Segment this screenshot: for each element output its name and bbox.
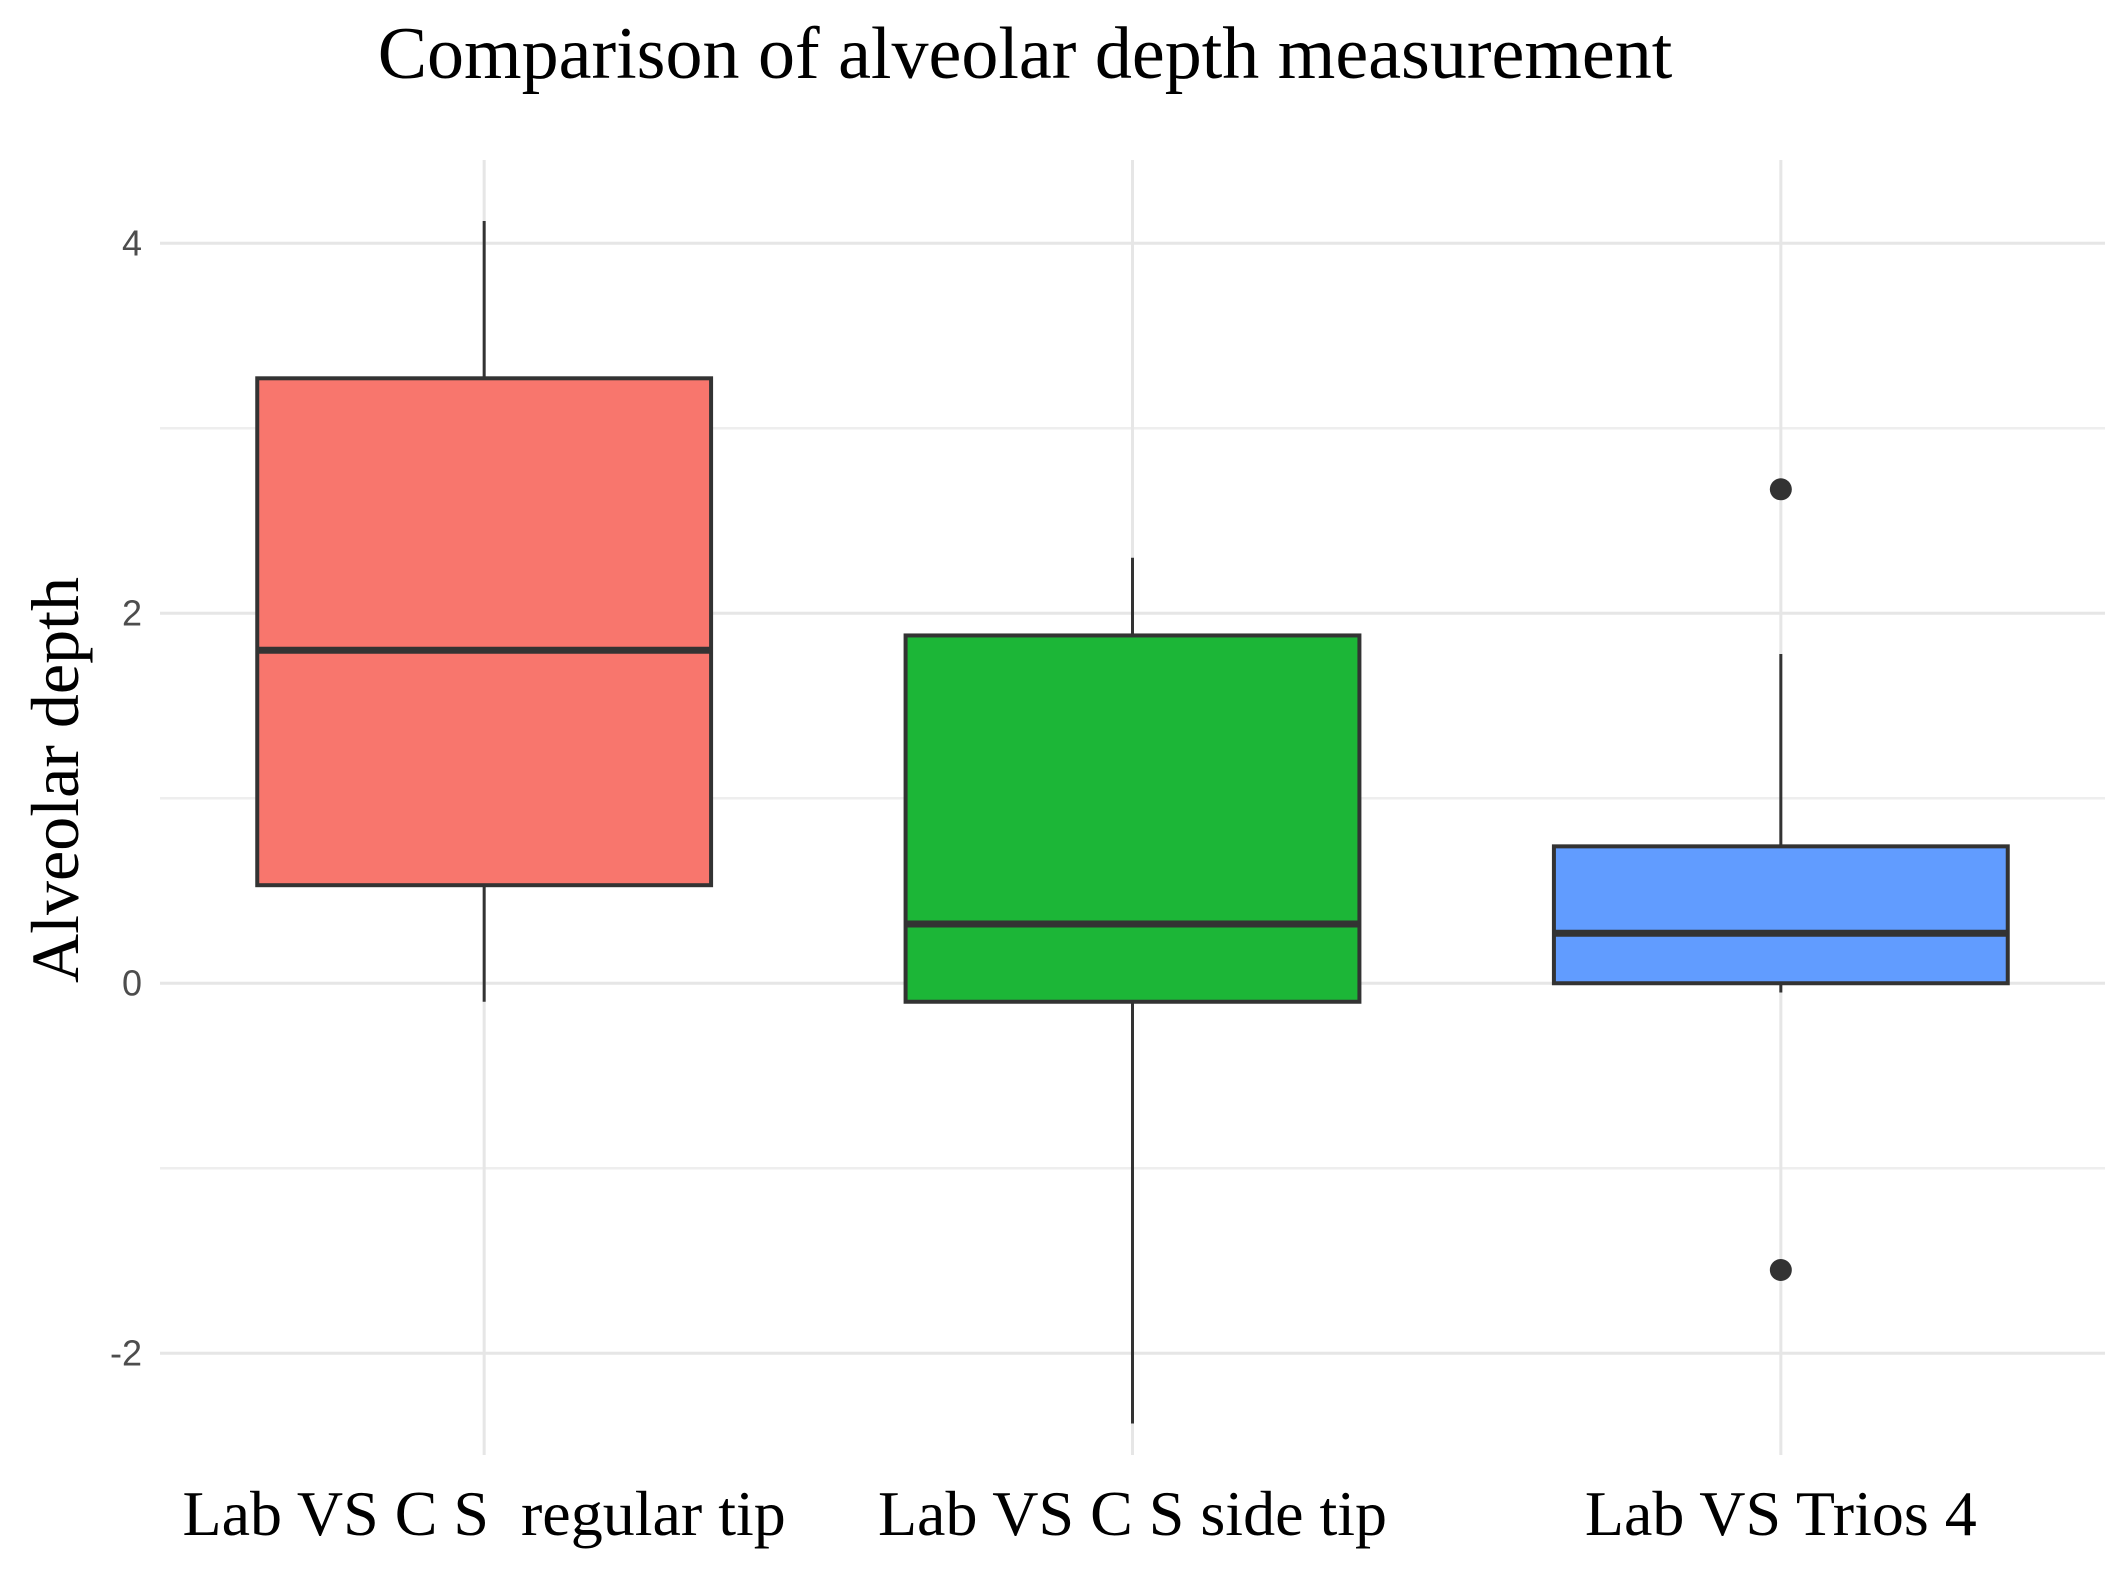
chart-title: Comparison of alveolar depth measurement bbox=[378, 13, 1673, 95]
y-axis-ticks: -2 0 2 4 bbox=[110, 222, 142, 1373]
y-axis-label: Alveolar depth bbox=[17, 577, 93, 983]
box-group bbox=[903, 557, 1362, 1424]
y-tick-label: 4 bbox=[122, 222, 142, 263]
box-group bbox=[1551, 478, 2010, 1281]
x-axis-ticks: Lab VS C S regular tip Lab VS C S side ti… bbox=[183, 1478, 1977, 1549]
boxes-layer bbox=[255, 221, 2010, 1424]
box-iqr bbox=[903, 633, 1362, 1004]
x-tick-label: Lab VS Trios 4 bbox=[1585, 1478, 1977, 1549]
y-tick-label: -2 bbox=[110, 1332, 142, 1373]
box-iqr bbox=[1551, 844, 2010, 986]
box-iqr bbox=[255, 376, 714, 888]
y-tick-label: 2 bbox=[122, 592, 142, 633]
x-tick-label: Lab VS C S side tip bbox=[878, 1478, 1387, 1549]
box-group bbox=[255, 221, 714, 1002]
x-tick-label: Lab VS C S regular tip bbox=[183, 1478, 786, 1549]
outlier-point bbox=[1769, 1259, 1792, 1281]
y-tick-label: 0 bbox=[122, 962, 142, 1003]
outlier-point bbox=[1769, 478, 1792, 501]
